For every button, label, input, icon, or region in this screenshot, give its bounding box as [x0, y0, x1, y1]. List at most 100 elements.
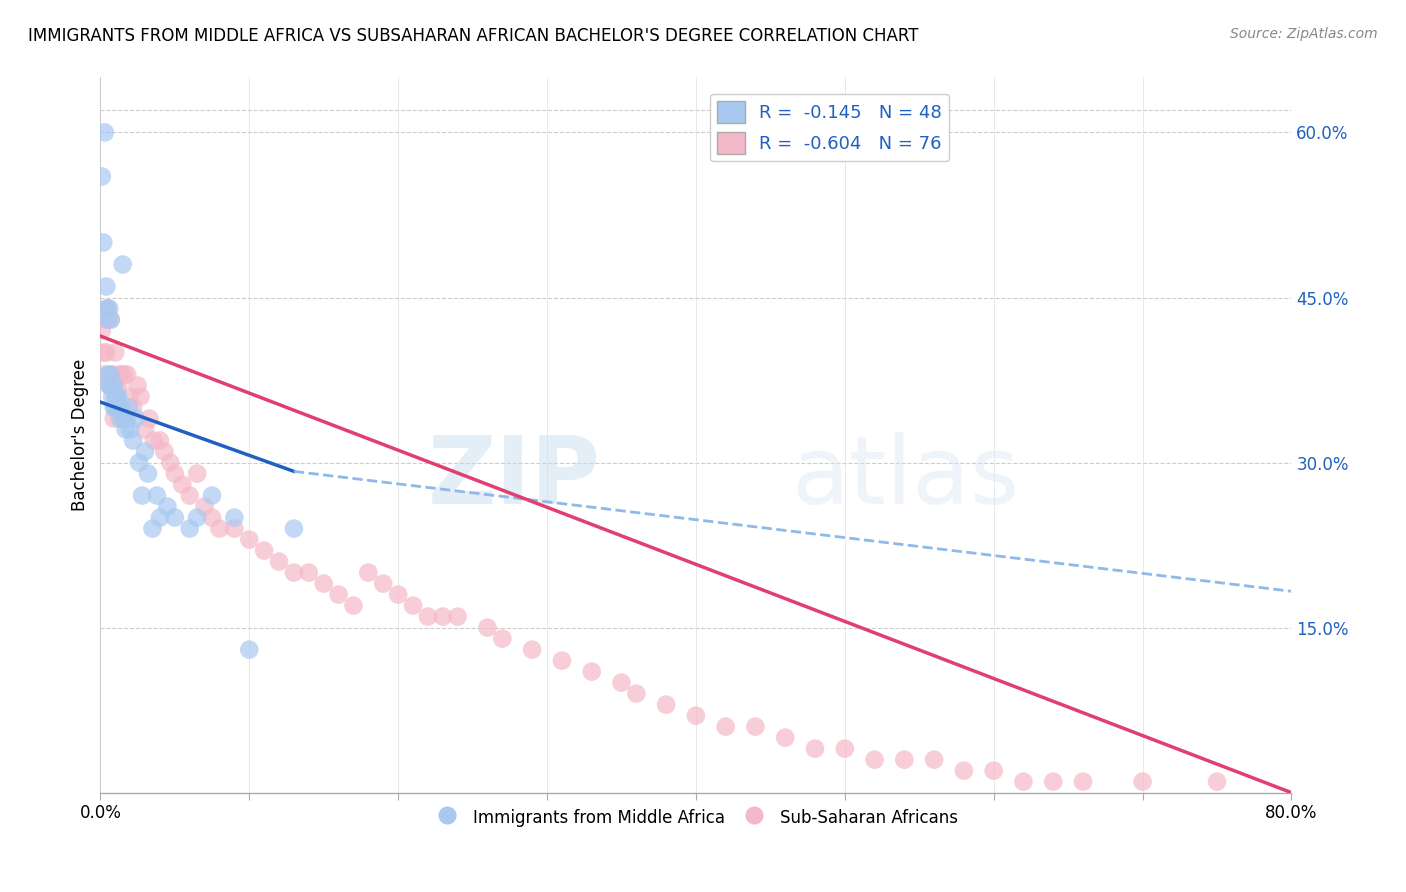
- Point: [96, 345, 118, 359]
- Point: [893, 753, 915, 767]
- Point: [224, 522, 246, 536]
- Point: [134, 444, 156, 458]
- Point: [105, 390, 128, 404]
- Point: [112, 368, 135, 382]
- Point: [208, 522, 231, 536]
- Text: IMMIGRANTS FROM MIDDLE AFRICA VS SUBSAHARAN AFRICAN BACHELOR'S DEGREE CORRELATIO: IMMIGRANTS FROM MIDDLE AFRICA VS SUBSAHA…: [28, 27, 918, 45]
- Point: [122, 434, 145, 448]
- Point: [94, 312, 117, 326]
- Point: [100, 368, 122, 382]
- Point: [103, 401, 125, 415]
- Point: [551, 654, 574, 668]
- Point: [129, 390, 152, 404]
- Point: [342, 599, 364, 613]
- Point: [110, 401, 132, 415]
- Point: [581, 665, 603, 679]
- Point: [432, 609, 454, 624]
- Point: [120, 390, 142, 404]
- Point: [104, 401, 127, 415]
- Point: [107, 401, 129, 415]
- Point: [108, 368, 131, 382]
- Point: [773, 731, 796, 745]
- Point: [94, 368, 117, 382]
- Point: [1042, 774, 1064, 789]
- Point: [94, 125, 117, 139]
- Point: [156, 500, 179, 514]
- Text: Source: ZipAtlas.com: Source: ZipAtlas.com: [1230, 27, 1378, 41]
- Point: [159, 456, 181, 470]
- Point: [104, 390, 127, 404]
- Point: [111, 411, 134, 425]
- Point: [98, 378, 121, 392]
- Point: [172, 477, 194, 491]
- Point: [447, 609, 470, 624]
- Point: [122, 401, 145, 415]
- Point: [90, 169, 112, 184]
- Point: [834, 741, 856, 756]
- Point: [125, 411, 148, 425]
- Point: [91, 235, 114, 250]
- Point: [149, 510, 172, 524]
- Point: [138, 411, 160, 425]
- Point: [153, 444, 176, 458]
- Point: [96, 301, 118, 316]
- Point: [120, 423, 142, 437]
- Point: [194, 500, 217, 514]
- Point: [112, 411, 135, 425]
- Point: [863, 753, 886, 767]
- Point: [328, 588, 350, 602]
- Point: [97, 368, 120, 382]
- Point: [267, 555, 290, 569]
- Y-axis label: Bachelor's Degree: Bachelor's Degree: [72, 359, 89, 511]
- Point: [655, 698, 678, 712]
- Text: ZIP: ZIP: [427, 432, 600, 524]
- Point: [115, 368, 138, 382]
- Point: [1206, 774, 1229, 789]
- Point: [117, 401, 139, 415]
- Point: [983, 764, 1005, 778]
- Point: [685, 708, 707, 723]
- Point: [224, 510, 246, 524]
- Point: [1132, 774, 1154, 789]
- Point: [163, 467, 186, 481]
- Point: [922, 753, 945, 767]
- Point: [105, 401, 128, 415]
- Point: [491, 632, 513, 646]
- Point: [402, 599, 425, 613]
- Point: [103, 378, 125, 392]
- Point: [1071, 774, 1094, 789]
- Point: [100, 312, 122, 326]
- Point: [136, 467, 159, 481]
- Point: [610, 675, 633, 690]
- Point: [201, 489, 224, 503]
- Point: [97, 301, 120, 316]
- Point: [98, 378, 121, 392]
- Point: [953, 764, 976, 778]
- Point: [96, 279, 118, 293]
- Point: [101, 390, 124, 404]
- Point: [141, 522, 163, 536]
- Point: [520, 642, 543, 657]
- Point: [357, 566, 380, 580]
- Point: [114, 423, 136, 437]
- Point: [179, 522, 201, 536]
- Point: [283, 566, 305, 580]
- Point: [142, 434, 165, 448]
- Point: [1012, 774, 1035, 789]
- Point: [163, 510, 186, 524]
- Point: [108, 401, 131, 415]
- Point: [134, 423, 156, 437]
- Point: [804, 741, 827, 756]
- Point: [179, 489, 201, 503]
- Point: [477, 621, 499, 635]
- Point: [387, 588, 409, 602]
- Point: [131, 489, 153, 503]
- Point: [146, 489, 169, 503]
- Point: [149, 434, 172, 448]
- Point: [91, 345, 114, 359]
- Point: [714, 720, 737, 734]
- Point: [312, 576, 335, 591]
- Point: [107, 378, 129, 392]
- Point: [186, 510, 208, 524]
- Point: [298, 566, 321, 580]
